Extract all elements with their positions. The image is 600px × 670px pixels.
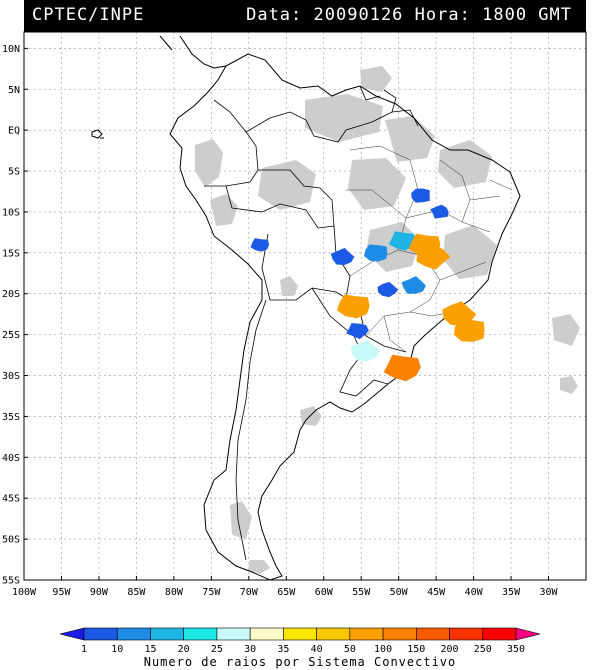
lightning-cell <box>401 276 426 294</box>
map-frame <box>23 31 587 581</box>
legend-label: 350 <box>507 644 525 655</box>
lat-tick-label: 5S <box>8 167 20 178</box>
lon-tick-label: 35W <box>502 587 521 598</box>
galapagos <box>91 129 104 139</box>
central-america <box>159 35 227 69</box>
lightning-cell <box>388 231 416 251</box>
lat-tick-label: 25S <box>2 330 20 341</box>
legend-swatch <box>316 627 351 641</box>
lon-tick-label: 60W <box>315 587 334 598</box>
legend-swatch <box>183 627 218 641</box>
date-hour-label: Data: 20090126 Hora: 1800 GMT <box>246 5 572 25</box>
title-bar: CPTEC/INPE Data: 20090126 Hora: 1800 GMT <box>24 0 586 32</box>
lon-tick-label: 75W <box>202 587 221 598</box>
legend-arrow-right <box>515 627 541 641</box>
lat-tick-label: 20S <box>2 289 20 300</box>
lightning-cell <box>377 281 399 298</box>
south-america-outline <box>169 53 521 581</box>
legend-label: 1 <box>81 644 87 655</box>
legend-arrow-left <box>59 627 85 641</box>
lon-tick-label: 50W <box>390 587 409 598</box>
coastline <box>91 35 521 581</box>
lightning-map: 10N5NEQ5S10S15S20S25S30S35S40S45S50S55S … <box>2 31 587 598</box>
legend-swatch <box>150 627 184 641</box>
date-label: Data: <box>246 5 303 25</box>
lon-tick-label: 85W <box>127 587 146 598</box>
lightning-cells <box>250 188 485 382</box>
lat-tick-label: 15S <box>2 248 20 259</box>
legend-swatch <box>116 627 151 641</box>
lon-tick-label: 100W <box>12 587 37 598</box>
lon-tick-label: 55W <box>352 587 371 598</box>
legend-swatch <box>416 627 450 641</box>
lightning-cell <box>416 244 451 270</box>
legend-swatch <box>382 627 417 641</box>
legend-labels: 1 10 15 20 25 30 35 40 50 100 150 200 250 350 <box>81 644 525 655</box>
lightning-cell <box>430 204 449 219</box>
legend-label: 50 <box>344 644 356 655</box>
lat-tick-label: 10S <box>2 207 20 218</box>
legend-label: 200 <box>441 644 459 655</box>
lat-tick-label: 35S <box>2 412 20 423</box>
lightning-cell <box>453 319 485 342</box>
lon-tick-label: 45W <box>427 587 446 598</box>
legend-label: 30 <box>244 644 256 655</box>
lon-tick-label: 65W <box>277 587 296 598</box>
lat-tick-label: 55S <box>2 576 20 587</box>
lat-tick-label: EQ <box>8 126 20 137</box>
lat-tick-label: 30S <box>2 371 20 382</box>
legend-label: 100 <box>374 644 392 655</box>
legend-swatch <box>249 627 284 641</box>
longitude-labels: 100W 95W 90W 85W 80W 75W 70W 65W 60W 55W 50W 45W 40W… <box>12 576 559 598</box>
lightning-cell <box>383 354 421 382</box>
hour-label: Hora: <box>414 5 471 25</box>
lat-tick-label: 10N <box>2 44 20 55</box>
lat-tick-label: 50S <box>2 535 20 546</box>
legend-label: 150 <box>407 644 425 655</box>
legend-swatch <box>349 627 384 641</box>
legend-bar <box>59 627 541 641</box>
legend-swatch <box>449 627 484 641</box>
lightning-cell <box>250 238 270 252</box>
lightning-cell <box>350 339 381 362</box>
lon-tick-label: 70W <box>240 587 259 598</box>
lightning-cell <box>330 247 355 265</box>
legend-swatch <box>83 627 118 641</box>
legend-label: 10 <box>111 644 123 655</box>
legend-swatch <box>283 627 317 641</box>
lightning-cell <box>364 244 388 262</box>
color-legend: 1 10 15 20 25 30 35 40 50 100 150 200 250 350 <box>59 627 541 655</box>
lon-tick-label: 80W <box>165 587 184 598</box>
lon-tick-label: 95W <box>52 587 71 598</box>
cloud-cover <box>195 66 580 574</box>
date-value: 20090126 <box>313 5 404 25</box>
legend-label: 40 <box>311 644 323 655</box>
legend-label: 35 <box>277 644 289 655</box>
legend-label: 15 <box>144 644 156 655</box>
lat-tick-label: 5N <box>8 85 20 96</box>
hour-value: 1800 GMT <box>482 5 572 25</box>
lightning-cell <box>337 294 370 319</box>
legend-swatch <box>482 627 517 641</box>
lightning-cell <box>411 188 430 203</box>
lon-tick-label: 90W <box>90 587 109 598</box>
lat-tick-label: 40S <box>2 453 20 464</box>
legend-label: 25 <box>211 644 223 655</box>
lat-tick-label: 45S <box>2 494 20 505</box>
legend-label: 250 <box>474 644 492 655</box>
latitude-labels: 10N 5N EQ 5S 10S 15S 20S 25S 30S 35S 40S 45S 50S 55S <box>2 44 28 587</box>
legend-swatch <box>216 627 251 641</box>
lon-tick-label: 30W <box>540 587 559 598</box>
lon-tick-label: 40W <box>465 587 484 598</box>
source-label: CPTEC/INPE <box>32 5 145 25</box>
legend-label: 20 <box>178 644 190 655</box>
legend-caption: Numero de raios por Sistema Convectivo <box>143 655 457 669</box>
lightning-cell <box>346 323 369 339</box>
